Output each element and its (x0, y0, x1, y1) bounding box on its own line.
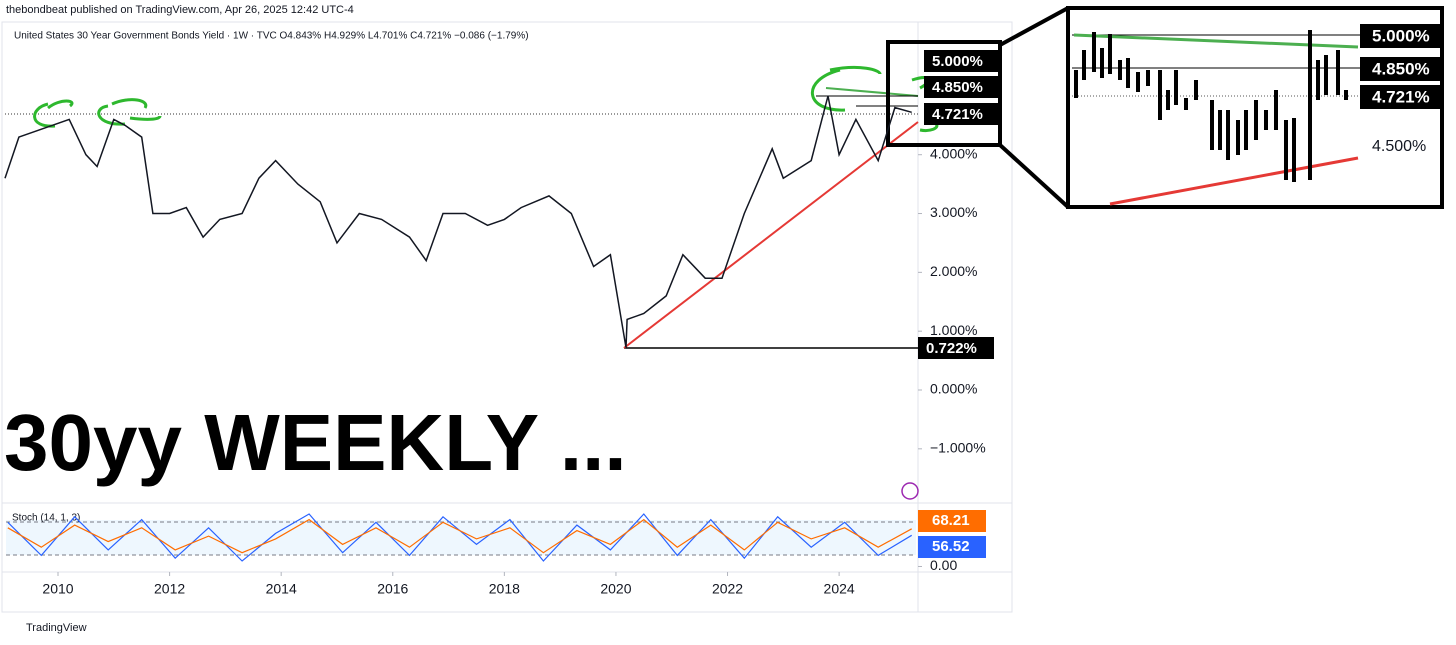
price-tag-label: 0.722% (926, 340, 977, 357)
price-tag (924, 76, 1000, 98)
inset-tag-label: 5.000% (1372, 26, 1430, 45)
last-value-tag (918, 536, 986, 558)
inset-bars (1074, 30, 1348, 182)
chart-frame (1, 21, 1013, 613)
x-tick-label: 2020 (600, 581, 631, 597)
price-tag (918, 337, 994, 359)
inset-tag (1360, 85, 1440, 109)
y-tick-label: 4.000% (930, 145, 977, 161)
series-line (4, 95, 912, 348)
scribble (33, 98, 162, 128)
x-tick-label: 2024 (824, 581, 855, 597)
last-value-label: 56.52 (932, 538, 970, 555)
inset-tag (1360, 24, 1440, 48)
trend-line (623, 121, 919, 349)
price-tag-label: 4.850% (932, 79, 983, 96)
y-tick-label: 0.000% (930, 381, 977, 397)
scribble (810, 66, 939, 132)
x-tick-label: 2018 (489, 581, 520, 597)
symbol-info: United States 30 Year Government Bonds Y… (14, 31, 529, 42)
inset-tag-label: 4.850% (1372, 59, 1430, 78)
x-tick-label: 2010 (42, 581, 73, 597)
series-line (7, 518, 912, 554)
y-tick-label: 1.000% (930, 322, 977, 338)
price-tag-label: 5.000% (932, 53, 983, 70)
inset-tag (1360, 57, 1440, 81)
publisher: thebondbeat published on TradingView.com… (6, 4, 354, 16)
x-tick-label: 2016 (377, 581, 408, 597)
x-tick-label: 2012 (154, 581, 185, 597)
last-value-tag (918, 510, 986, 532)
footer: TradingView (26, 622, 87, 634)
zoom-connector (998, 143, 1070, 209)
stoch-title: Stoch (14, 1, 3) (12, 513, 80, 524)
resistance-line (825, 87, 919, 97)
inset-label: 4.500% (1372, 138, 1426, 155)
y-tick-label: 2.000% (930, 263, 977, 279)
inset-tag-label: 4.721% (1372, 87, 1430, 106)
y-tick-label: −1.000% (930, 440, 986, 456)
x-tick-label: 2014 (266, 581, 297, 597)
inset-trend (1109, 156, 1359, 206)
y-tick-label: 3.000% (930, 204, 977, 220)
y-tick-label: 0.00 (930, 557, 957, 573)
x-tick-label: 2022 (712, 581, 743, 597)
price-tag (924, 50, 1000, 72)
last-value-label: 68.21 (932, 512, 970, 529)
price-tag (924, 103, 1000, 125)
price-tag-label: 4.721% (932, 106, 983, 123)
stoch-band (6, 520, 916, 555)
zoom-connector (999, 6, 1069, 47)
alert-icon[interactable] (901, 482, 919, 500)
overlay-title: 30yy WEEKLY ... (4, 398, 627, 487)
